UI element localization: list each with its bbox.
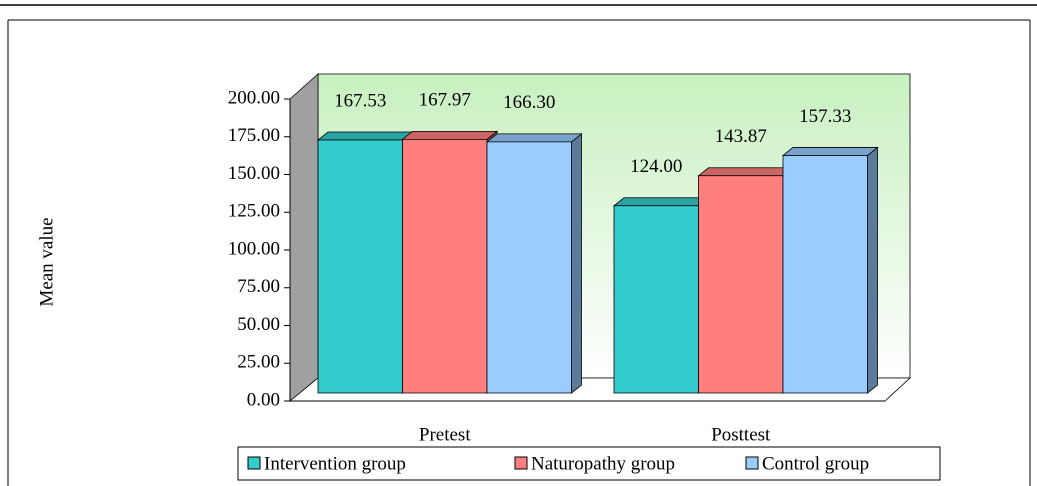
bar-top: [614, 198, 709, 206]
bar-front: [699, 176, 784, 393]
value-label: 124.00: [630, 156, 682, 177]
bar: [614, 198, 709, 393]
legend-swatch: [515, 457, 527, 469]
y-tick-label: 75.00: [237, 276, 280, 297]
bar-side: [572, 134, 582, 393]
y-tick-label: 125.00: [228, 201, 280, 222]
x-tick-label: Pretest: [419, 424, 471, 445]
legend-swatch: [248, 457, 260, 469]
y-tick-label: 175.00: [228, 125, 280, 146]
bar-side: [868, 147, 878, 393]
y-tick-label: 50.00: [237, 314, 280, 335]
y-tick-label: 25.00: [237, 352, 280, 373]
y-tick-label: 150.00: [228, 163, 280, 184]
bar-top: [783, 147, 878, 155]
bar: [318, 132, 413, 393]
bar-front: [487, 142, 572, 393]
value-label: 167.97: [419, 90, 471, 111]
bar-front: [403, 139, 488, 393]
y-tick-label: 200.00: [228, 87, 280, 108]
chart: Mean value 0.00 25.00 50.00 75.00 100.00 125.…: [0, 0, 1037, 486]
y-axis-title: Mean value: [36, 217, 57, 306]
bar-front: [614, 206, 699, 393]
bar-top: [699, 168, 794, 176]
bar-top: [318, 132, 413, 140]
bar: [699, 168, 794, 393]
bar-front: [783, 155, 868, 393]
value-label: 166.30: [503, 92, 555, 113]
bar-front: [318, 140, 403, 393]
bar: [783, 147, 878, 393]
bar: [487, 134, 582, 393]
legend-swatch: [746, 457, 758, 469]
bar-top: [487, 134, 582, 142]
x-tick-label: Posttest: [711, 424, 771, 445]
value-label: 143.87: [715, 126, 767, 147]
y-tick-label: 0.00: [247, 389, 280, 410]
legend-label: Intervention group: [264, 453, 406, 474]
value-label: 167.53: [334, 90, 386, 111]
side-wall: [290, 74, 318, 401]
page: Mean value 0.00 25.00 50.00 75.00 100.00 125.…: [0, 0, 1037, 486]
y-tick-label: 100.00: [228, 238, 280, 259]
legend-label: Naturopathy group: [531, 453, 675, 474]
value-label: 157.33: [799, 106, 851, 127]
legend-label: Control group: [762, 453, 869, 474]
bar: [403, 131, 498, 393]
bar-top: [403, 131, 498, 139]
